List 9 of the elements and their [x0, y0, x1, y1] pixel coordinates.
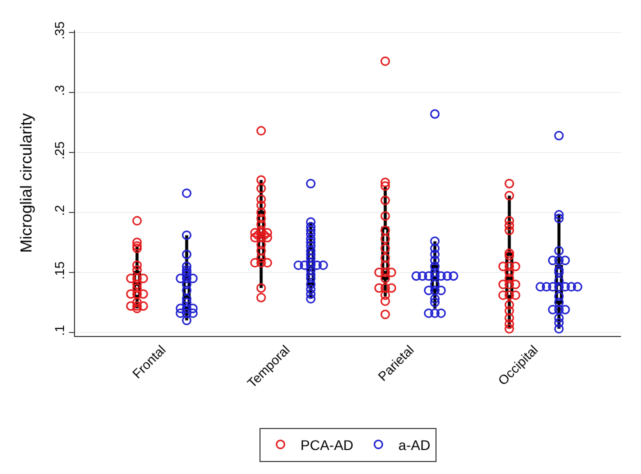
y-tick-label: .35 — [52, 21, 67, 40]
y-axis-title: Microglial circularity — [18, 113, 36, 253]
y-tick-label: .2 — [52, 205, 67, 216]
y-tick-label: .1 — [52, 325, 67, 336]
y-tick-label: .15 — [52, 261, 67, 280]
legend-label: a-AD — [398, 436, 430, 453]
legend-label: PCA-AD — [300, 436, 354, 453]
y-tick-label: .3 — [52, 85, 67, 96]
y-tick-label: .25 — [52, 141, 67, 160]
